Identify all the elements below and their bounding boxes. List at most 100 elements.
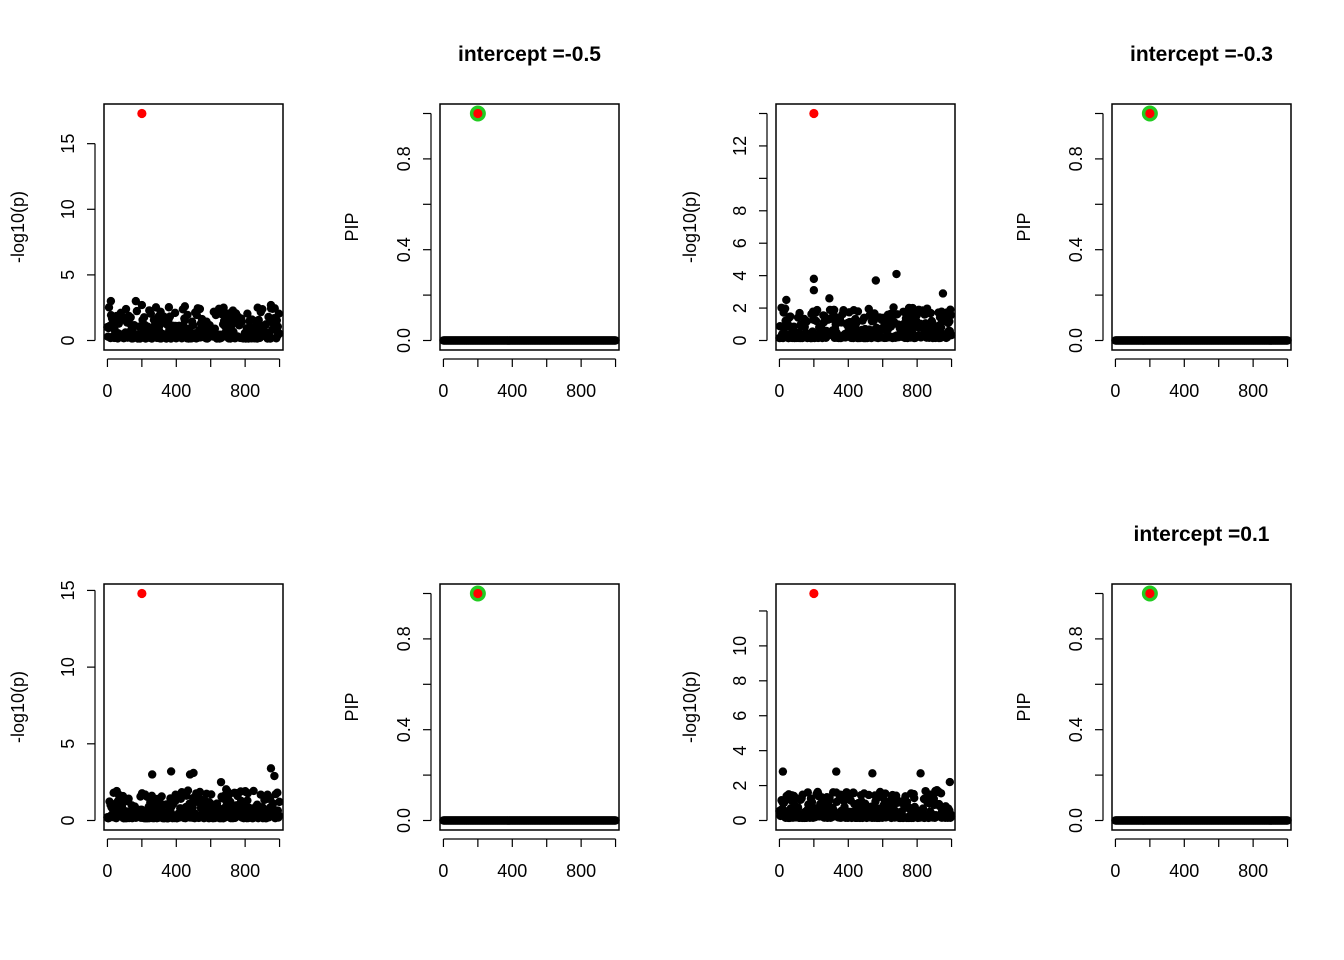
y-tick-label: 8	[730, 206, 750, 216]
plot-frame	[103, 583, 284, 831]
data-points	[103, 588, 284, 823]
x-tick-label: 800	[1238, 381, 1268, 401]
x-tick-label: 400	[497, 381, 527, 401]
p-value-point	[275, 329, 284, 338]
y-tick-label: 0	[730, 335, 750, 345]
p-value-point	[786, 312, 795, 321]
p-value-point	[789, 322, 799, 331]
p-value-point	[121, 304, 131, 314]
chart-title: intercept =-0.5	[458, 43, 601, 66]
p-value-point	[237, 317, 246, 327]
p-value-point	[261, 320, 271, 329]
highlight-point	[473, 588, 483, 599]
chart-title: intercept =-0.3	[1130, 43, 1273, 66]
p-value-point	[258, 304, 267, 314]
p-value-point	[853, 307, 863, 316]
x-tick-label: 0	[438, 381, 448, 401]
x-tick-label: 800	[902, 861, 932, 881]
x-tick-label: 0	[438, 861, 448, 881]
p-value-point	[266, 300, 276, 310]
data-points	[439, 105, 620, 345]
p-value-point	[183, 786, 193, 795]
y-tick-label: 0.4	[394, 717, 414, 742]
highlight-point	[1145, 588, 1155, 599]
p-value-point	[812, 305, 822, 315]
p-value-point	[778, 767, 788, 776]
pip-point	[1283, 336, 1292, 345]
p-value-point	[273, 322, 283, 331]
plot-frame	[1111, 103, 1292, 351]
highlight-point	[473, 108, 483, 119]
y-tick-label: 5	[58, 270, 78, 280]
y-tick-label: 0.8	[394, 146, 414, 171]
p-value-point	[945, 777, 955, 787]
p-value-point	[195, 787, 205, 797]
p-value-point	[918, 804, 928, 813]
p-value-point	[802, 317, 812, 326]
p-value-point	[273, 788, 282, 797]
y-tick-label: 8	[730, 676, 750, 686]
highlight-point	[809, 588, 819, 599]
highlight-point	[137, 588, 147, 599]
p-value-point	[274, 811, 284, 820]
data-points	[103, 108, 284, 343]
highlight-point	[1145, 108, 1155, 119]
p-value-point	[868, 769, 877, 778]
panel-3: -log10(p) 0 400 800 0 2 4 6 8 12	[680, 103, 956, 401]
plot-frame	[1111, 583, 1292, 831]
y-tick-label: 0	[58, 815, 78, 825]
y-tick-label: 0.0	[1066, 328, 1086, 353]
x-tick-label: 800	[230, 381, 260, 401]
p-value-point	[170, 308, 180, 318]
y-tick-label: 10	[58, 657, 78, 677]
x-tick-label: 800	[566, 861, 596, 881]
x-tick-label: 400	[833, 861, 863, 881]
panel-8: intercept =0.1 PIP 0 400 800 0.0 0.4 0.8	[1014, 523, 1292, 881]
p-value-point	[243, 796, 252, 805]
chart-title: intercept =-0.0999999999999	[398, 523, 681, 546]
x-tick-label: 800	[566, 381, 596, 401]
p-value-point	[881, 789, 890, 798]
p-value-point	[849, 788, 858, 798]
p-value-point	[249, 786, 258, 796]
x-tick-label: 0	[774, 861, 784, 881]
p-value-point	[947, 812, 956, 821]
highlight-point	[809, 108, 819, 119]
pip-point	[1283, 816, 1292, 825]
panel-6: intercept =-0.0999999999999 PIP 0 400 800 0.0…	[342, 523, 681, 881]
data-points	[775, 588, 956, 823]
y-tick-label: 5	[58, 739, 78, 749]
plot-frame	[439, 103, 620, 351]
p-value-point	[270, 771, 279, 781]
x-tick-label: 800	[1238, 861, 1268, 881]
pip-point	[611, 816, 620, 825]
p-value-point	[871, 276, 881, 285]
p-value-point	[243, 309, 252, 318]
p-value-point	[916, 769, 925, 778]
p-value-point	[779, 798, 789, 807]
y-tick-label: 6	[730, 711, 750, 721]
p-value-point	[795, 308, 804, 318]
x-tick-label: 0	[102, 861, 112, 881]
p-value-point	[782, 295, 791, 305]
panel-1: -log10(p) 0 400 800 0 5 10 15	[8, 103, 284, 401]
x-tick-label: 0	[102, 381, 112, 401]
x-tick-label: 400	[161, 381, 191, 401]
p-value-point	[207, 790, 216, 799]
p-value-point	[274, 309, 284, 318]
data-points	[1111, 585, 1292, 825]
p-value-point	[254, 315, 263, 325]
y-axis-label: PIP	[342, 692, 362, 721]
p-value-point	[183, 310, 192, 320]
y-tick-label: 10	[730, 636, 750, 656]
p-value-point	[946, 310, 956, 320]
p-value-point	[945, 317, 954, 326]
p-value-point	[947, 331, 956, 340]
highlight-point	[137, 108, 147, 119]
data-points	[1111, 105, 1292, 345]
y-tick-label: 0.8	[1066, 626, 1086, 651]
p-value-point	[793, 803, 803, 812]
y-tick-label: 0.4	[394, 237, 414, 262]
p-value-point	[189, 768, 198, 778]
y-tick-label: 15	[58, 134, 78, 154]
